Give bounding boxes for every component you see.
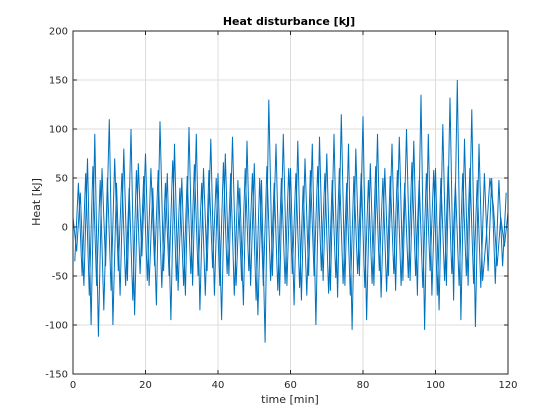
y-tick-label: -150 (45, 370, 68, 381)
grid (72, 30, 509, 375)
y-tick-label: 200 (49, 27, 68, 38)
y-axis-label: Heat [kJ] (30, 178, 43, 226)
x-tick-label: 20 (139, 380, 152, 391)
y-tick-label: -100 (45, 321, 68, 332)
x-tick-label: 40 (212, 380, 225, 391)
x-tick-label: 0 (70, 380, 76, 391)
x-tick-label: 100 (426, 380, 445, 391)
y-tick-label: -50 (52, 272, 68, 283)
x-tick-label: 80 (357, 380, 370, 391)
y-tick-label: 150 (49, 76, 68, 87)
x-tick-label: 60 (284, 380, 297, 391)
y-tick-label: 0 (62, 223, 68, 234)
y-tick-label: 50 (55, 174, 68, 185)
y-tick-label: 100 (49, 125, 68, 136)
series-line-1 (72, 79, 509, 343)
series-line-2 (74, 158, 507, 311)
x-axis-label: time [min] (261, 393, 319, 406)
x-axis-ticks: 0 20 40 60 80 100 120 (70, 31, 518, 391)
x-tick-label: 120 (498, 380, 517, 391)
y-axis-ticks: 200 150 100 50 0 -50 -100 -150 (45, 27, 508, 381)
data-series (72, 79, 509, 343)
chart-title: Heat disturbance [kJ] (223, 15, 355, 28)
